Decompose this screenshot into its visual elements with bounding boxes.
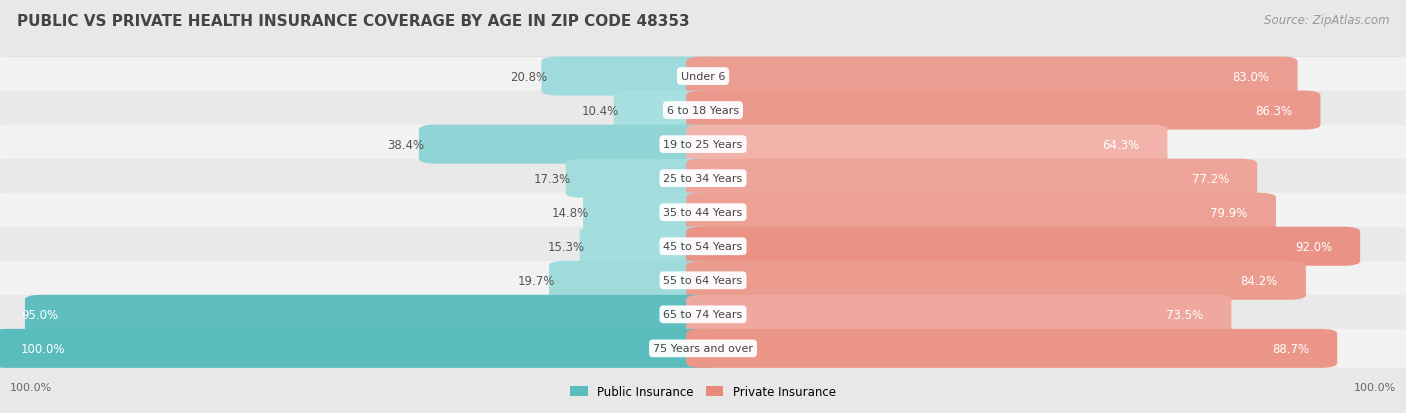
FancyBboxPatch shape [0,261,1406,300]
Text: 83.0%: 83.0% [1233,70,1270,83]
Text: 25 to 34 Years: 25 to 34 Years [664,174,742,184]
Text: 95.0%: 95.0% [21,308,58,321]
Text: 14.8%: 14.8% [551,206,589,219]
FancyBboxPatch shape [0,125,1406,164]
Text: 45 to 54 Years: 45 to 54 Years [664,242,742,252]
Text: 55 to 64 Years: 55 to 64 Years [664,275,742,286]
Text: 86.3%: 86.3% [1256,104,1292,117]
FancyBboxPatch shape [0,329,1406,368]
FancyBboxPatch shape [548,261,720,300]
Text: 75 Years and over: 75 Years and over [652,344,754,354]
Text: 100.0%: 100.0% [21,342,66,355]
Text: 17.3%: 17.3% [534,172,571,185]
Text: 38.4%: 38.4% [388,138,425,151]
FancyBboxPatch shape [0,57,1406,96]
Text: 84.2%: 84.2% [1240,274,1278,287]
Text: 92.0%: 92.0% [1295,240,1331,253]
Text: 20.8%: 20.8% [510,70,547,83]
FancyBboxPatch shape [541,57,720,96]
Text: Source: ZipAtlas.com: Source: ZipAtlas.com [1264,14,1389,27]
FancyBboxPatch shape [0,295,1406,334]
Text: 79.9%: 79.9% [1211,206,1249,219]
Text: 65 to 74 Years: 65 to 74 Years [664,310,742,320]
FancyBboxPatch shape [419,125,720,164]
FancyBboxPatch shape [0,227,1406,266]
Text: 6 to 18 Years: 6 to 18 Years [666,106,740,116]
FancyBboxPatch shape [0,91,1406,130]
Text: 35 to 44 Years: 35 to 44 Years [664,208,742,218]
FancyBboxPatch shape [0,193,1406,232]
FancyBboxPatch shape [686,261,1306,300]
Text: 64.3%: 64.3% [1102,138,1139,151]
Text: 19 to 25 Years: 19 to 25 Years [664,140,742,150]
Text: 100.0%: 100.0% [1354,382,1396,392]
FancyBboxPatch shape [686,227,1360,266]
Text: 10.4%: 10.4% [582,104,620,117]
FancyBboxPatch shape [583,193,720,232]
FancyBboxPatch shape [0,329,720,368]
FancyBboxPatch shape [686,193,1277,232]
FancyBboxPatch shape [686,329,1337,368]
FancyBboxPatch shape [686,57,1298,96]
FancyBboxPatch shape [565,159,720,198]
FancyBboxPatch shape [686,159,1257,198]
Legend: Public Insurance, Private Insurance: Public Insurance, Private Insurance [565,381,841,403]
Text: 100.0%: 100.0% [10,382,52,392]
FancyBboxPatch shape [614,91,720,130]
Text: PUBLIC VS PRIVATE HEALTH INSURANCE COVERAGE BY AGE IN ZIP CODE 48353: PUBLIC VS PRIVATE HEALTH INSURANCE COVER… [17,14,689,29]
FancyBboxPatch shape [686,125,1167,164]
Text: 77.2%: 77.2% [1192,172,1229,185]
Text: Under 6: Under 6 [681,72,725,82]
FancyBboxPatch shape [0,159,1406,198]
Text: 19.7%: 19.7% [517,274,554,287]
FancyBboxPatch shape [25,295,720,334]
FancyBboxPatch shape [686,91,1320,130]
FancyBboxPatch shape [579,227,720,266]
Text: 73.5%: 73.5% [1166,308,1204,321]
Text: 15.3%: 15.3% [548,240,585,253]
FancyBboxPatch shape [686,295,1232,334]
Text: 88.7%: 88.7% [1272,342,1309,355]
